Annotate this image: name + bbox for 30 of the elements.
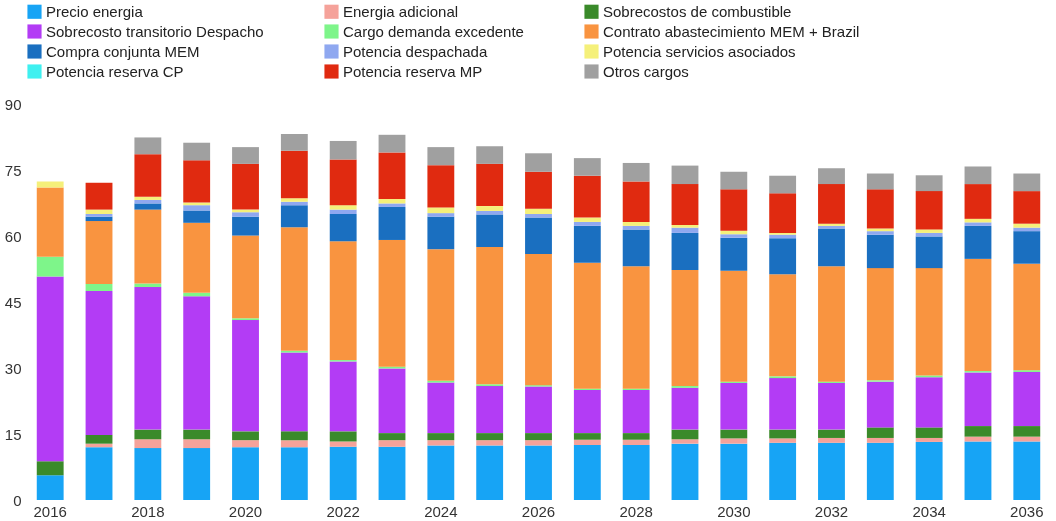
x-tick-label: 2028 [619,502,653,520]
x-tick-label: 2020 [228,502,263,520]
x-tick-label: 2016 [33,502,67,520]
legend-label: Sobrecosto transitorio Despacho [46,22,264,40]
legend-label: Sobrecostos de combustible [603,2,792,20]
y-tick-label: 60 [4,227,22,245]
y-tick-label: 15 [4,425,22,443]
x-tick-label: 2034 [912,502,946,520]
legend-label: Potencia servicios asociados [603,42,796,60]
x-tick-label: 2032 [814,502,849,520]
y-tick-label: 30 [4,359,22,377]
y-tick-label: 0 [13,491,22,509]
x-tick-label: 2018 [131,502,165,520]
x-tick-label: 2026 [521,502,556,520]
legend-label: Cargo demanda excedente [343,22,524,40]
y-tick-label: 75 [4,161,22,179]
legend-label: Contrato abastecimiento MEM + Brazil [603,22,860,40]
legend-label: Potencia reserva CP [46,62,184,80]
legend-label: Potencia reserva MP [343,62,483,80]
x-tick-label: 2022 [326,502,360,520]
legend-label: Precio energia [46,2,144,20]
legend-label: Compra conjunta MEM [46,42,200,60]
x-tick-label: 2030 [717,502,751,520]
y-tick-label: 90 [4,95,22,113]
x-tick-label: 2024 [424,502,458,520]
legend-label: Otros cargos [603,62,689,80]
legend-label: Potencia despachada [343,42,488,60]
x-tick-label: 2036 [1010,502,1044,520]
legend-label: Energia adicional [343,2,459,20]
y-tick-label: 45 [4,293,22,311]
